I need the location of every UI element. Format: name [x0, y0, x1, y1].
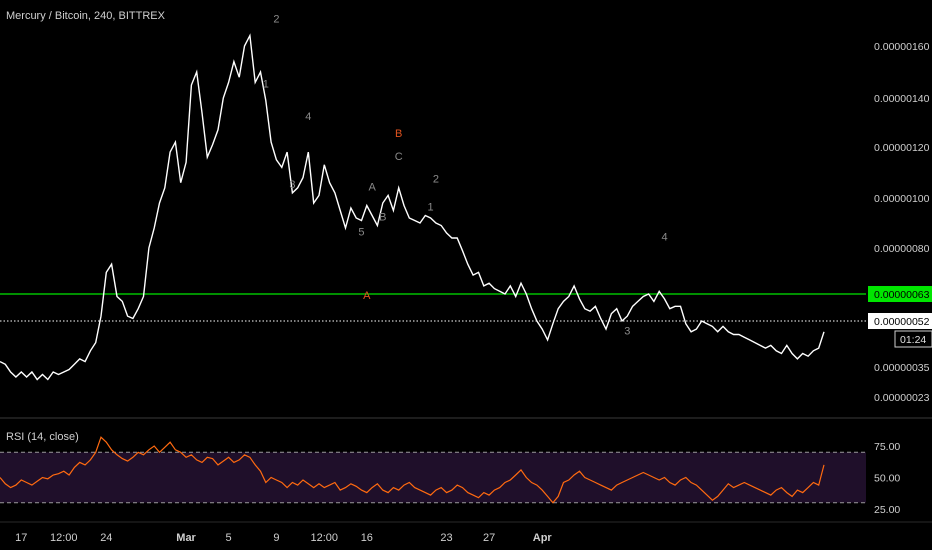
wave-label[interactable]: C	[395, 151, 403, 163]
x-tick-label: 24	[100, 532, 112, 544]
x-tick-label: 12:00	[311, 532, 339, 544]
last-price-label: 0.00000052	[874, 316, 930, 328]
wave-label[interactable]: 4	[305, 111, 311, 123]
x-tick-label: 5	[226, 532, 232, 544]
rsi-y-tick-label: 25.00	[874, 504, 900, 516]
x-tick-label: 9	[273, 532, 279, 544]
rsi-series-line	[0, 436, 825, 504]
x-tick-label: 16	[361, 532, 373, 544]
chart-title: Mercury / Bitcoin, 240, BITTREX	[6, 10, 166, 22]
wave-label[interactable]: 2	[273, 14, 279, 26]
wave-label[interactable]: 1	[263, 79, 269, 91]
x-tick-label: 23	[440, 532, 452, 544]
wave-label[interactable]: 2	[433, 174, 439, 186]
wave-label[interactable]: 3	[624, 326, 630, 338]
countdown-tag	[894, 330, 932, 348]
wave-label[interactable]: 1	[428, 202, 434, 214]
wave-label[interactable]: A	[363, 290, 371, 302]
y-tick-label: 0.00000080	[874, 243, 930, 255]
y-tick-label: 0.00000120	[874, 142, 930, 154]
rsi-y-tick-label: 75.00	[874, 441, 900, 453]
wave-label[interactable]: 4	[661, 232, 667, 244]
time-axis[interactable]: 17 12:00 24 Mar 5 9 12:00 16 23 27 Apr	[15, 532, 552, 544]
rsi-pane[interactable]: 75.00 50.00 25.00 RSI (14, close)	[0, 431, 900, 516]
countdown-label: 01:24	[900, 334, 926, 346]
wave-label[interactable]: B	[395, 128, 402, 140]
y-tick-label: 0.00000100	[874, 193, 930, 205]
y-tick-label: 0.00000035	[874, 362, 930, 374]
rsi-title: RSI (14, close)	[6, 431, 79, 443]
main-pane[interactable]: 0.00000160 0.00000140 0.00000120 0.00000100…	[0, 10, 932, 404]
x-tick-label: 17	[15, 532, 27, 544]
rsi-band	[0, 452, 866, 503]
rsi-y-tick-label: 50.00	[874, 473, 900, 485]
y-tick-label: 0.00000023	[874, 392, 930, 404]
x-tick-label: Apr	[533, 532, 553, 544]
wave-label[interactable]: 5	[358, 227, 364, 239]
x-tick-label: Mar	[176, 532, 196, 544]
wave-label[interactable]: B	[379, 212, 386, 224]
x-tick-label: 12:00	[50, 532, 78, 544]
price-series-line	[0, 33, 825, 381]
y-tick-label: 0.00000160	[874, 41, 930, 53]
level-price-tag	[868, 286, 932, 302]
last-price-tag	[868, 313, 932, 329]
y-tick-label: 0.00000140	[874, 93, 930, 105]
x-tick-label: 27	[483, 532, 495, 544]
level-price-label: 0.00000063	[874, 289, 930, 301]
wave-label[interactable]: 3	[289, 179, 295, 191]
wave-label[interactable]: A	[368, 181, 376, 193]
